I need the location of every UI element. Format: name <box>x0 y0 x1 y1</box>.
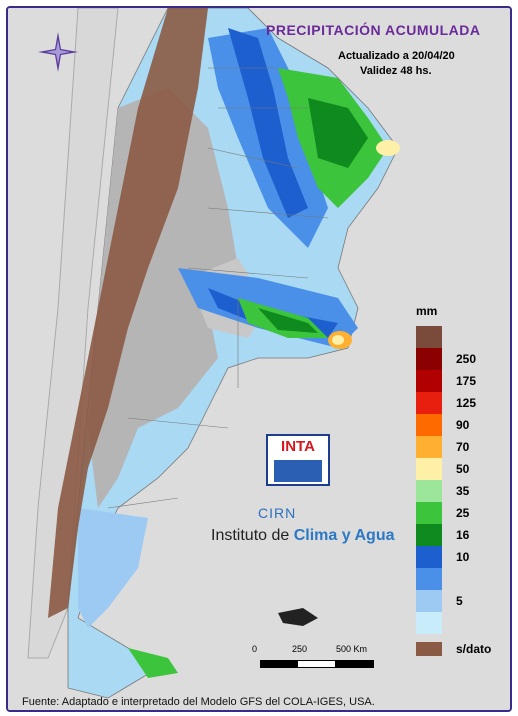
legend-swatch <box>416 370 442 392</box>
legend-unit: mm <box>416 304 438 318</box>
scale-label-250: 250 <box>292 644 308 654</box>
inta-logo-text: INTA <box>281 438 315 455</box>
legend-label: 90 <box>456 418 470 432</box>
legend-label: 70 <box>456 440 470 454</box>
legend-swatch <box>416 502 442 524</box>
updated-date: Actualizado a 20/04/20 <box>338 50 455 62</box>
legend-label: 35 <box>456 484 470 498</box>
legend-label: 25 <box>456 506 470 520</box>
legend-swatch <box>416 458 442 480</box>
legend-label: 175 <box>456 374 477 388</box>
validity-text: Validez 48 hs. <box>360 65 432 77</box>
legend-swatch <box>416 326 442 348</box>
map-frame: PRECIPITACIÓN ACUMULADA Actualizado a 20… <box>6 6 512 712</box>
legend-label: 250 <box>456 352 477 366</box>
legend-swatch <box>416 392 442 414</box>
no-data-swatch <box>416 642 442 656</box>
scale-bar <box>260 660 374 668</box>
inta-logo: INTA <box>266 434 330 486</box>
legend-swatch <box>416 414 442 436</box>
cirn-logo: CIRN <box>258 505 297 521</box>
legend-label: 16 <box>456 528 470 542</box>
legend-swatch <box>416 546 442 568</box>
legend-label: 50 <box>456 462 470 476</box>
legend-swatch <box>416 480 442 502</box>
source-footer: Fuente: Adaptado e interpretado del Mode… <box>22 696 375 708</box>
legend-swatch <box>416 590 442 612</box>
legend-swatch <box>416 612 442 634</box>
legend-swatch <box>416 348 442 370</box>
legend-label: 125 <box>456 396 477 410</box>
no-data-label: s/dato <box>456 642 492 656</box>
legend-swatch <box>416 436 442 458</box>
inta-logo-waves <box>274 460 322 482</box>
legend-label: 5 <box>456 594 463 608</box>
compass-rose-icon <box>36 30 80 79</box>
map-title: PRECIPITACIÓN ACUMULADA <box>266 22 481 38</box>
institute-prefix: Instituto de <box>211 527 294 544</box>
legend-swatch <box>416 524 442 546</box>
legend-swatch <box>416 568 442 590</box>
scale-label-0: 0 <box>252 644 258 654</box>
scale-label-500: 500 Km <box>336 644 368 654</box>
legend-label: 10 <box>456 550 470 564</box>
institute-name: Instituto de Clima y Agua <box>211 527 394 545</box>
institute-highlight: Clima y Agua <box>293 527 395 544</box>
